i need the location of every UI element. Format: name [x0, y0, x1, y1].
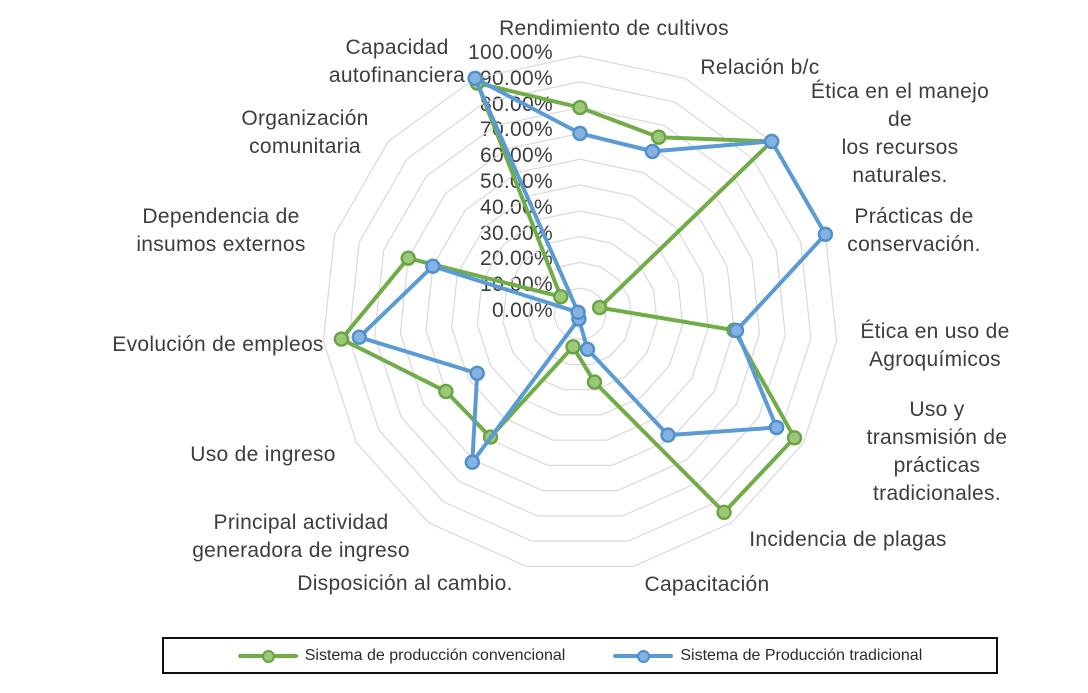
data-point-marker — [333, 331, 350, 347]
data-point-marker — [553, 289, 569, 305]
data-point-marker — [660, 427, 676, 443]
radar-grid-ring — [425, 158, 735, 466]
legend-label-convencional: Sistema de producción convencional — [304, 646, 566, 664]
data-point-marker — [644, 143, 661, 160]
axis-tick-label: 90.00% — [479, 66, 553, 90]
data-point-marker — [817, 226, 834, 243]
data-point-marker — [716, 504, 732, 520]
data-point-marker — [768, 419, 785, 436]
category-label: Ética en uso de Agroquímicos — [860, 320, 1010, 371]
category-label: Evolución de empleos — [112, 333, 324, 356]
legend-item-convencional: Sistema de producción convencional — [237, 646, 566, 665]
category-label: Rendimiento de cultivos — [499, 17, 729, 40]
data-point-marker — [591, 299, 608, 316]
category-label: Incidencia de plagas — [749, 528, 947, 551]
legend-item-tradicional: Sistema de Producción tradicional — [613, 647, 922, 665]
category-label: Capacitación — [644, 573, 770, 596]
data-point-marker — [467, 70, 483, 87]
legend-label-tradicional: Sistema de Producción tradicional — [680, 646, 923, 664]
category-label: Principal actividad generadora de ingres… — [192, 511, 410, 562]
data-point-marker — [572, 125, 588, 142]
category-label: Uso de ingreso — [190, 443, 336, 466]
data-point-marker — [764, 133, 780, 150]
category-label: Relación b/c — [700, 56, 820, 79]
data-point-marker — [586, 374, 603, 390]
data-point-marker — [651, 129, 667, 145]
chart-legend: Sistema de producción convencional Siste… — [162, 637, 998, 674]
data-point-marker — [469, 365, 485, 381]
radar-grid-ring — [502, 235, 658, 391]
data-point-marker — [570, 304, 586, 320]
data-point-marker — [400, 250, 416, 266]
data-point-marker — [572, 99, 588, 116]
data-point-marker — [728, 322, 745, 339]
radar-grid-ring — [374, 106, 786, 517]
radar-grid-ring — [476, 210, 684, 416]
legend-marker-blue — [613, 649, 674, 663]
category-label: Disposición al cambio. — [297, 572, 513, 595]
category-label: Uso y transmisión de prácticas tradicion… — [866, 398, 1008, 505]
data-point-marker — [786, 430, 803, 446]
category-label: Dependencia de insumos externos — [136, 205, 306, 256]
legend-marker-green — [237, 649, 298, 663]
data-point-marker — [565, 339, 581, 355]
category-label: Organización comunitaria — [241, 107, 369, 158]
data-point-marker — [579, 341, 596, 357]
data-point-marker — [464, 454, 480, 470]
data-point-marker — [425, 258, 441, 274]
axis-tick-label: 100.00% — [467, 41, 553, 64]
radar-grid-ring — [348, 81, 812, 542]
series-line-1 — [357, 76, 828, 465]
category-label: Capacidad autofinanciera — [328, 36, 466, 87]
radar-grid-ring — [399, 132, 761, 492]
series-line-0 — [339, 81, 797, 515]
axis-tick-label: 60.00% — [479, 144, 553, 168]
category-label: Prácticas de conservación. — [847, 205, 981, 256]
axis-tick-label: 0.00% — [491, 299, 553, 322]
data-point-marker — [351, 329, 367, 345]
category-label: Ética en el manejo de los recursos natur… — [810, 80, 990, 187]
data-point-marker — [438, 383, 454, 400]
radar-grid-ring — [451, 184, 709, 441]
